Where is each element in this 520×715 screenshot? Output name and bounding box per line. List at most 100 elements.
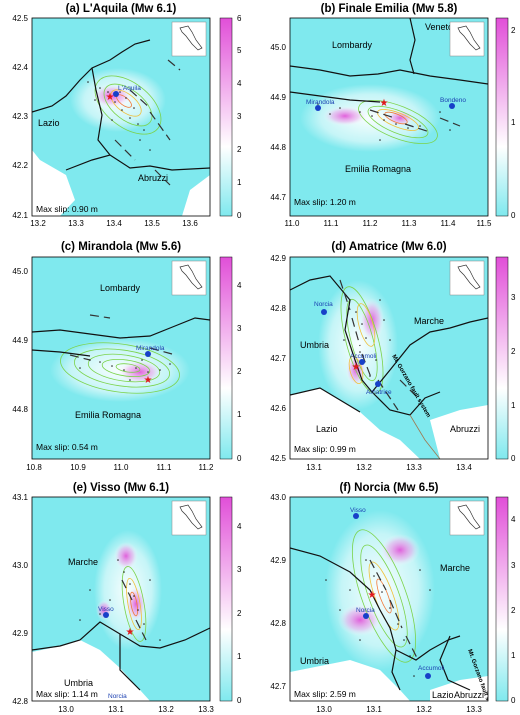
- x-tick: 13.5: [144, 219, 160, 228]
- aftershocks: [79, 359, 171, 381]
- y-tick: 42.6: [270, 404, 286, 413]
- region-label: Marche: [68, 557, 98, 567]
- cb-tick: 1: [237, 178, 242, 187]
- faults: [121, 579, 147, 641]
- x-tick: 13.2: [30, 219, 46, 228]
- y-axis: 42.5 42.4 42.3 42.2 42.1: [12, 14, 28, 220]
- x-tick: 11.1: [157, 463, 173, 472]
- aftershocks: [325, 559, 431, 677]
- y-tick: 44.7: [270, 193, 286, 202]
- cb-tick: 1: [237, 410, 242, 419]
- epicenter-star: ★: [380, 98, 389, 109]
- colorbar-gradient: [219, 17, 233, 217]
- x-tick: 13.0: [316, 705, 332, 714]
- slip-peak: [380, 534, 420, 566]
- white-land-patch: [182, 175, 210, 216]
- region-label: Emilia Romagna: [345, 164, 411, 174]
- town-marker: [321, 309, 327, 315]
- town-marker: [425, 673, 431, 679]
- panel-e: (e) Visso (Mw 6.1): [12, 482, 242, 714]
- x-tick: 13.2: [416, 705, 432, 714]
- region-label: Lazio: [432, 690, 454, 700]
- cb-tick: 3: [511, 561, 516, 570]
- town-marker: [353, 513, 359, 519]
- map-area: Visso Norcia ★ Marche Umbria Max slip: 1…: [32, 497, 210, 701]
- y-tick: 42.7: [270, 354, 286, 363]
- y-tick: 43.0: [12, 561, 28, 570]
- panel-title: (b) Finale Emilia (Mw 5.8): [321, 3, 458, 15]
- aftershocks: [79, 559, 161, 641]
- cb-tick: 2: [237, 367, 242, 376]
- cb-tick: 4: [511, 515, 516, 524]
- faults: [114, 59, 181, 186]
- x-axis: 13.0 13.1 13.2 13.3: [316, 705, 482, 714]
- panel-title: (f) Norcia (Mw 6.5): [339, 482, 438, 494]
- x-tick: 13.4: [106, 219, 122, 228]
- town-marker: [145, 351, 151, 357]
- map-frame: [289, 496, 489, 702]
- map-frame: [289, 17, 489, 217]
- colorbar-gradient: [495, 17, 509, 217]
- faults: [369, 109, 461, 133]
- x-tick: 11.4: [441, 219, 457, 228]
- region-label: Umbria: [300, 340, 329, 350]
- white-land-patch: [290, 660, 410, 701]
- river: [409, 414, 441, 459]
- italy-outline: [179, 504, 203, 530]
- white-land-patch: [32, 150, 75, 216]
- town-label: Visso: [350, 507, 366, 514]
- x-tick: 13.2: [356, 463, 372, 472]
- cb-tick: 3: [237, 112, 242, 121]
- x-tick: 11.1: [324, 219, 340, 228]
- town-label: Mirandola: [306, 99, 335, 106]
- cb-tick: 4: [237, 79, 242, 88]
- cb-tick: 0: [237, 454, 242, 463]
- cb-tick: 2: [511, 26, 516, 35]
- town-label: Mirandola: [136, 345, 165, 352]
- cb-tick: 0: [237, 211, 242, 220]
- x-axis: 13.2 13.3 13.4 13.5 13.6: [30, 219, 198, 228]
- y-tick: 42.8: [270, 619, 286, 628]
- y-tick: 42.5: [12, 14, 28, 23]
- region-label: Lazio: [38, 118, 60, 128]
- town-label: L'Aquila: [118, 85, 141, 92]
- x-axis: 11.0 11.1 11.2 11.3 11.4 11.5: [285, 219, 493, 228]
- y-tick: 42.5: [270, 454, 286, 463]
- cb-tick: 0: [511, 211, 516, 220]
- region-borders: [290, 547, 471, 691]
- region-borders: [32, 39, 210, 171]
- y-axis: 42.9 42.8 42.7 42.6 42.5: [270, 254, 286, 463]
- town-marker: [449, 103, 455, 109]
- town-label: Norcia: [108, 693, 127, 700]
- region-label: Marche: [414, 316, 444, 326]
- colorbar: 4 3 2 1 0: [219, 496, 242, 705]
- x-tick: 11.0: [285, 219, 301, 228]
- slip-contours: [340, 286, 384, 394]
- y-axis: 45.0 44.9 44.8: [12, 267, 28, 414]
- panel-a: (a) L'Aquila (Mw 6.1): [12, 3, 242, 228]
- slip-peak: [323, 106, 367, 126]
- y-tick: 44.8: [12, 405, 28, 414]
- cb-tick: 3: [237, 565, 242, 574]
- epicenter-star: ★: [352, 362, 361, 373]
- map-frame: [289, 256, 489, 460]
- epicenter-star: ★: [368, 590, 377, 601]
- x-tick: 11.5: [477, 219, 493, 228]
- colorbar-gradient: [495, 496, 509, 702]
- cb-tick: 2: [237, 145, 242, 154]
- x-tick: 11.0: [114, 463, 130, 472]
- faults: [339, 279, 421, 411]
- cb-tick: 1: [511, 651, 516, 660]
- town-marker: [113, 91, 119, 97]
- colorbar-gradient: [219, 496, 233, 702]
- cb-tick: 3: [511, 293, 516, 302]
- town-label: Norcia: [356, 607, 375, 614]
- slip-peak: [92, 84, 132, 108]
- epicenter-star: ★: [126, 627, 135, 638]
- epicenter-star: ★: [144, 375, 153, 386]
- max-slip-label: Max slip: 2.59 m: [294, 689, 356, 699]
- x-tick: 13.2: [158, 705, 174, 714]
- town-marker: [315, 105, 321, 111]
- italy-outline: [457, 504, 481, 530]
- italy-outline: [457, 264, 481, 290]
